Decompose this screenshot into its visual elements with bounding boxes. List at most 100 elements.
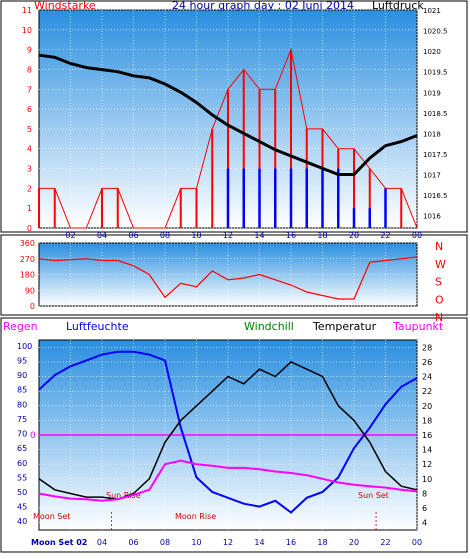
panel3-right-tick-label: 10 (422, 475, 432, 484)
panel1-x-tick-label: 18 (317, 231, 327, 240)
panel2-frame (0, 234, 468, 316)
panel3-right-tick-label: 16 (422, 431, 432, 440)
panel3-x-tick-label: 18 (317, 538, 327, 547)
panel3-right-tick-label: 8 (422, 489, 427, 498)
panel1-right-tick-label: 1021 (423, 7, 441, 15)
panel3-left-tick-label: 80 (17, 400, 27, 409)
panel1-right-tick-label: 1018 (423, 130, 441, 138)
panel1-left-label: Windstärke (34, 0, 96, 12)
panel3-left-tick-label: 45 (17, 503, 27, 512)
panel2-left-tick-label: 360 (20, 239, 35, 248)
panel1-x-tick-label: 08 (160, 231, 170, 240)
panel3-x-tick-label: 04 (97, 538, 107, 547)
direction-letter: N (435, 311, 443, 324)
panel1-right-label: Luftdruck (372, 0, 424, 12)
panel3-left-tick-label: 40 (17, 517, 27, 526)
panel1-right-tick-label: 1016 (423, 213, 441, 221)
moon-set-02-label: Moon Set 02 (31, 538, 87, 547)
humidity-line (38, 350, 418, 514)
panel1-right-tick-label: 1019.5 (423, 69, 448, 77)
panel3-left-tick-label: 100 (17, 342, 32, 351)
rain-label: Regen (3, 320, 38, 333)
dewpoint-label: Taupunkt (392, 320, 444, 333)
panel1-x-tick-label: 20 (349, 231, 359, 240)
rain-zero-label: 0 (30, 431, 36, 441)
panel1-left-tick-label: 4 (27, 145, 32, 154)
dewpoint-line (38, 459, 418, 502)
panel3-right-tick-label: 18 (422, 416, 432, 425)
panel3-x-tick-label: 20 (349, 538, 359, 547)
pressure-line (38, 53, 418, 176)
panel1-x-tick-label: 10 (191, 231, 201, 240)
panel1-x-tick-label: 04 (97, 231, 107, 240)
chart-title: 24 hour graph day : 02 Juni 2014 (172, 0, 354, 12)
panel3-x-tick-label: 08 (160, 538, 170, 547)
panel3-left-tick-label: 65 (17, 444, 27, 453)
sun-set-label: Sun Set (358, 491, 389, 500)
direction-letter: W (435, 258, 446, 271)
panel3-right-tick-label: 6 (422, 504, 427, 513)
panel3-x-tick-label: 12 (223, 538, 233, 547)
panel1-right-tick-label: 1020 (423, 48, 441, 56)
panel3-x-tick-label: 00 (412, 538, 422, 547)
windchill-label: Windchill (244, 320, 294, 333)
direction-line (38, 256, 418, 300)
direction-letter: N (435, 240, 443, 253)
panel3-right-tick-label: 4 (422, 519, 427, 528)
panel1-right-tick-label: 1017 (423, 172, 441, 180)
panel1-left-tick-label: 5 (27, 125, 32, 134)
temperature-line (38, 361, 418, 501)
panel1-right-tick-label: 1016.5 (423, 192, 448, 200)
panel3-x-tick-label: 16 (286, 538, 296, 547)
moon-set-label: Moon Set (33, 512, 70, 521)
panel1-left-tick-label: 0 (27, 224, 32, 233)
panel1-left-tick-label: 7 (27, 85, 32, 94)
panel1-left-tick-label: 10 (22, 26, 32, 35)
panel3-x-tick-label: 22 (380, 538, 390, 547)
panel1-left-tick-label: 9 (27, 46, 32, 55)
panel1-x-tick-label: 12 (223, 231, 233, 240)
panel1-x-tick-label: 14 (254, 231, 264, 240)
panel1-right-tick-label: 1018.5 (423, 110, 448, 118)
panel3-right-tick-label: 24 (422, 373, 432, 382)
panel3-left-tick-label: 90 (17, 371, 27, 380)
panel3-right-tick-label: 14 (422, 446, 432, 455)
panel3-right-tick-label: 22 (422, 387, 432, 396)
panel2-left-tick-label: 90 (25, 286, 35, 295)
panel1-left-tick-label: 3 (27, 165, 32, 174)
panel2-left-tick-label: 270 (20, 255, 35, 264)
panel2-left-tick-label: 0 (30, 302, 35, 311)
panel3-left-tick-label: 85 (17, 386, 27, 395)
panel1-left-tick-label: 2 (27, 184, 32, 193)
panel3-right-tick-label: 12 (422, 460, 432, 469)
panel1-left-tick-label: 6 (27, 105, 32, 114)
direction-letter: O (435, 293, 444, 306)
humidity-label: Luftfeuchte (66, 320, 129, 333)
panel1-right-tick-label: 1019 (423, 89, 441, 97)
moon-rise-label: Moon Rise (175, 512, 216, 521)
panel3-left-tick-label: 95 (17, 356, 27, 365)
temperature-label: Temperatur (312, 320, 377, 333)
panel3-left-tick-label: 50 (17, 488, 27, 497)
direction-letter: S (435, 276, 442, 289)
panel3-left-tick-label: 60 (17, 459, 27, 468)
panel1-frame (0, 0, 468, 233)
panel3-x-tick-label: 06 (128, 538, 138, 547)
panel1-x-tick-label: 06 (128, 231, 138, 240)
panel1-x-tick-label: 22 (380, 231, 390, 240)
panel3-frame (0, 317, 468, 553)
panel1-x-tick-label: 00 (412, 231, 422, 240)
panel1-left-tick-label: 8 (27, 65, 32, 74)
panel3-x-tick-label: 14 (254, 538, 264, 547)
panel1-x-tick-label: 02 (65, 231, 75, 240)
panel3-left-tick-label: 70 (17, 430, 27, 439)
panel3-right-tick-label: 26 (422, 358, 432, 367)
sun-rise-label: Sun Rise (106, 491, 141, 500)
panel2-left-tick-label: 180 (20, 271, 35, 280)
panel3-right-tick-label: 28 (422, 343, 432, 352)
panel1-x-tick-label: 16 (286, 231, 296, 240)
panel1-left-tick-label: 1 (27, 204, 32, 213)
panel3-left-tick-label: 55 (17, 473, 27, 482)
